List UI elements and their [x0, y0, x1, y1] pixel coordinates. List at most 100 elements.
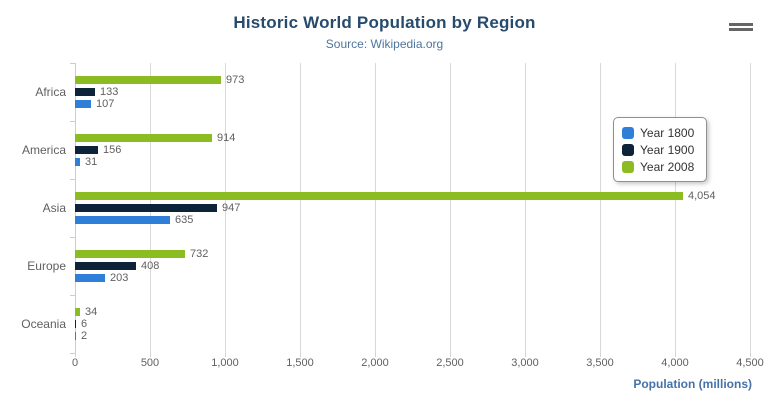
x-axis-tick — [450, 353, 451, 357]
y-axis-tick — [70, 353, 75, 354]
bar-value-label: 947 — [222, 202, 241, 214]
bar-year-2008[interactable] — [75, 250, 185, 258]
bar-row: 6 — [75, 318, 765, 330]
bar-row: 31 — [75, 156, 765, 168]
bar-year-1900[interactable] — [75, 320, 76, 328]
category-label: Oceania — [21, 317, 66, 331]
bar-value-label: 914 — [217, 132, 236, 144]
bar-value-label: 133 — [100, 86, 119, 98]
gridline — [225, 63, 226, 353]
gridline — [750, 63, 751, 353]
legend-label: Year 1800 — [640, 125, 695, 140]
bar-row: 2 — [75, 330, 765, 342]
legend: Year 1800 Year 1900 Year 2008 — [613, 117, 708, 182]
y-axis-tick — [70, 179, 75, 180]
bar-year-1800[interactable] — [75, 216, 170, 224]
legend-marker-icon — [622, 143, 634, 156]
context-menu-button[interactable] — [726, 17, 756, 39]
gridline — [525, 63, 526, 353]
y-axis-tick — [70, 237, 75, 238]
bar-year-1800[interactable] — [75, 332, 76, 340]
bar-value-label: 34 — [85, 306, 98, 318]
chart-title: Historic World Population by Region — [233, 13, 536, 32]
y-axis-tick — [70, 295, 75, 296]
bar-year-2008[interactable] — [75, 192, 683, 200]
bar-row: 107 — [75, 98, 765, 110]
legend-marker-icon — [622, 126, 634, 139]
bar-value-label: 107 — [96, 98, 115, 110]
category-label: Europe — [27, 259, 66, 273]
legend-item-year-2008[interactable]: Year 2008 — [622, 158, 694, 175]
bar-year-1800[interactable] — [75, 100, 91, 108]
x-axis-tick — [75, 353, 76, 357]
bar-year-1900[interactable] — [75, 262, 136, 270]
bar-row: 635 — [75, 214, 765, 226]
bar-value-label: 6 — [81, 318, 88, 330]
bar-year-2008[interactable] — [75, 308, 80, 316]
bar-row: 4,054 — [75, 190, 765, 202]
x-axis-tick — [600, 353, 601, 357]
x-axis-tick — [150, 353, 151, 357]
x-axis-tick — [225, 353, 226, 357]
legend-item-year-1800[interactable]: Year 1800 — [622, 124, 694, 141]
bar-row: 914 — [75, 132, 765, 144]
bar-year-2008[interactable] — [75, 134, 212, 142]
bar-value-label: 156 — [103, 144, 122, 156]
x-axis-tick-label: 3,000 — [511, 357, 539, 369]
x-axis-tick — [750, 353, 751, 357]
bar-value-label: 635 — [175, 214, 194, 226]
gridline — [600, 63, 601, 353]
bar-row: 732 — [75, 248, 765, 260]
bar-row: 133 — [75, 86, 765, 98]
bar-value-label: 732 — [190, 248, 209, 260]
chart-subtitle: Source: Wikipedia.org — [325, 37, 444, 51]
x-axis-tick-label: 0 — [71, 357, 79, 369]
bar-row: 947 — [75, 202, 765, 214]
bar-value-label: 2 — [81, 330, 88, 342]
bar-value-label: 973 — [226, 74, 245, 86]
gridline — [450, 63, 451, 353]
x-axis-tick-label: 1,000 — [211, 357, 239, 369]
y-axis-tick — [70, 63, 75, 64]
x-axis-tick-label: 500 — [140, 357, 160, 369]
bar-row: 156 — [75, 144, 765, 156]
bar-year-1800[interactable] — [75, 158, 80, 166]
category-label: Asia — [42, 201, 66, 215]
x-axis-tick-label: 2,000 — [361, 357, 389, 369]
bar-row: 973 — [75, 74, 765, 86]
bar-row: 408 — [75, 260, 765, 272]
x-axis-tick-label: 1,500 — [286, 357, 314, 369]
gridline — [375, 63, 376, 353]
bar-value-label: 203 — [110, 272, 129, 284]
bar-year-2008[interactable] — [75, 76, 221, 84]
x-axis-tick — [300, 353, 301, 357]
x-axis-tick-label: 4,000 — [661, 357, 689, 369]
bar-year-1900[interactable] — [75, 146, 98, 154]
bar-row: 34 — [75, 306, 765, 318]
bar-year-1900[interactable] — [75, 88, 95, 96]
plot-area: 973 133 107 914 156 31 4,054 947 635 732 408 203 34 6… — [70, 63, 751, 357]
bar-year-1900[interactable] — [75, 204, 217, 212]
legend-item-year-1900[interactable]: Year 1900 — [622, 141, 694, 158]
y-axis-tick — [70, 121, 75, 122]
gridline — [675, 63, 676, 353]
gridline — [300, 63, 301, 353]
x-axis-tick — [525, 353, 526, 357]
x-axis-tick — [675, 353, 676, 357]
bar-value-label: 31 — [85, 156, 98, 168]
category-label: America — [21, 143, 66, 157]
legend-label: Year 2008 — [640, 159, 695, 174]
bar-value-label: 408 — [141, 260, 160, 272]
x-axis-tick-label: 4,500 — [736, 357, 764, 369]
bar-year-1800[interactable] — [75, 274, 105, 282]
x-axis-title: Population (millions) — [633, 377, 752, 391]
x-axis-tick — [375, 353, 376, 357]
legend-marker-icon — [622, 160, 634, 173]
bar-row: 203 — [75, 272, 765, 284]
x-axis-tick-label: 2,500 — [436, 357, 464, 369]
x-axis-tick-label: 3,500 — [586, 357, 614, 369]
legend-label: Year 1900 — [640, 142, 695, 157]
category-label: Africa — [35, 85, 66, 99]
hamburger-menu-icon — [729, 23, 753, 31]
